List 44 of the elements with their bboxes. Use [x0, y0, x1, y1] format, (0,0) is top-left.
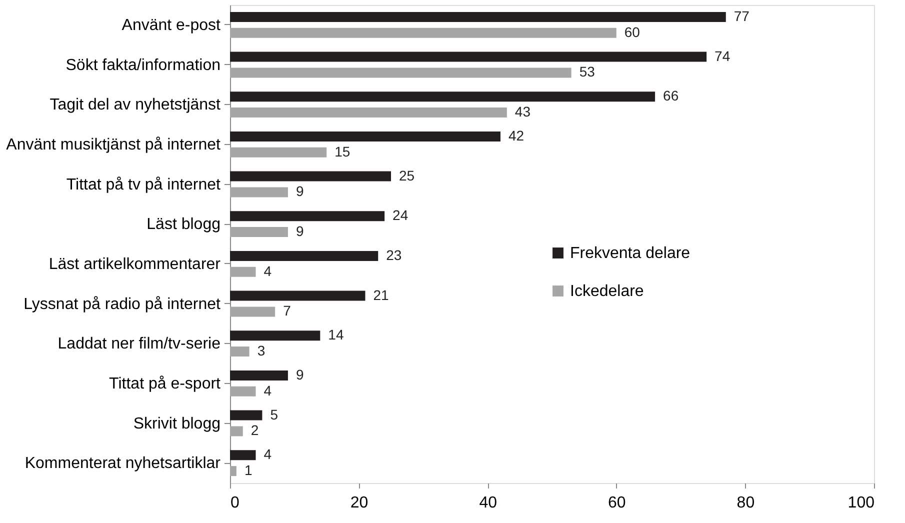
- data-label: 77: [734, 8, 750, 24]
- data-label: 9: [296, 183, 304, 200]
- data-label: 4: [264, 446, 272, 462]
- y-tick-label: Använt e-post: [122, 16, 222, 34]
- data-label: 53: [579, 64, 596, 80]
- x-tick-label: 80: [736, 494, 755, 512]
- data-label: 43: [514, 104, 531, 120]
- y-tick-label: Tittat på e-sport: [109, 375, 222, 392]
- y-tick-label: Lyssnat på radio på internet: [24, 296, 222, 313]
- data-label: 2: [250, 422, 259, 438]
- y-tick-label: Laddat ner film/tv-serie: [58, 336, 221, 353]
- data-label: 23: [386, 246, 402, 263]
- x-tick-label: 0: [230, 494, 240, 512]
- legend-label: Ickedelare: [570, 283, 644, 300]
- y-tick-label: Kommenterat nyhetsartiklar: [24, 455, 222, 472]
- data-label: 42: [508, 127, 524, 144]
- y-tick-label: Tittat på tv på internet: [66, 176, 222, 194]
- x-tick-label: 100: [848, 494, 875, 512]
- x-tick-label: 60: [608, 494, 626, 512]
- data-label: 7: [283, 302, 292, 319]
- data-label: 4: [264, 262, 272, 279]
- data-label: 15: [334, 143, 350, 160]
- y-tick-label: Sökt fakta/information: [66, 56, 220, 74]
- y-tick-label: Använt musiktjänst på internet: [6, 136, 222, 154]
- data-label: 24: [392, 207, 408, 224]
- data-label: 9: [296, 223, 304, 240]
- x-tick-label: 40: [479, 494, 498, 512]
- data-label: 14: [328, 326, 344, 343]
- data-label: 3: [257, 342, 266, 359]
- y-tick-label: Skrivit blogg: [133, 415, 220, 432]
- data-label: 4: [264, 382, 272, 398]
- data-label: 21: [373, 286, 390, 303]
- data-label: 66: [663, 88, 679, 104]
- x-tick-label: 20: [350, 494, 368, 512]
- data-label: 74: [714, 48, 730, 64]
- data-label: 60: [624, 24, 640, 40]
- y-tick-label: Tagit del av nyhetstjänst: [50, 96, 222, 114]
- data-label: 25: [399, 167, 415, 184]
- data-label: 9: [296, 366, 304, 382]
- y-tick-label: Läst blogg: [146, 216, 220, 234]
- data-label: 5: [270, 406, 278, 422]
- legend-label: Frekventa delare: [570, 245, 690, 262]
- data-label: 1: [244, 462, 252, 478]
- y-tick-label: Läst artikelkommentarer: [48, 256, 222, 273]
